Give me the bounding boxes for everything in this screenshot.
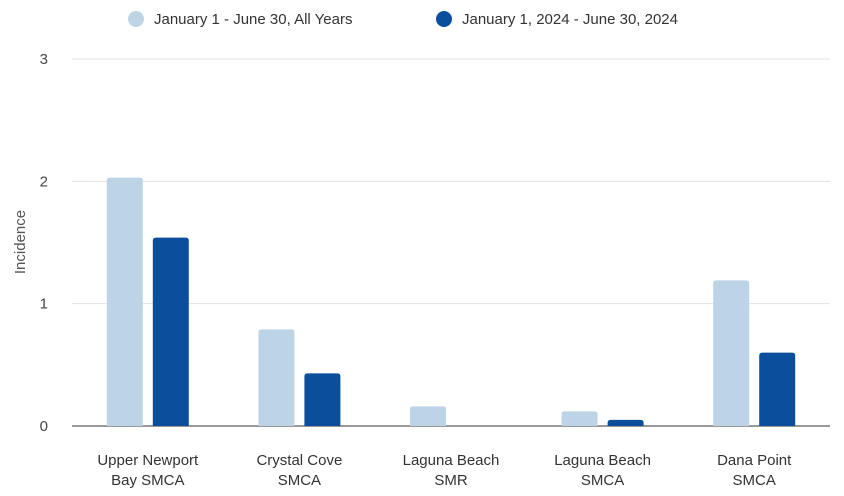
legend-swatch (128, 11, 144, 27)
legend-label[interactable]: January 1, 2024 - June 30, 2024 (462, 11, 678, 28)
x-category-label: SMCA (278, 472, 321, 489)
y-tick-label: 3 (40, 51, 48, 68)
x-category-label: SMCA (581, 472, 624, 489)
bar-all-years-3[interactable] (561, 411, 598, 426)
x-category-label: Upper Newport (97, 452, 199, 469)
x-axis-labels: Upper Newport Bay SMCA Crystal Cove SMCA Lag… (97, 452, 792, 489)
bar-all-years-1[interactable] (258, 329, 295, 426)
x-category-label: Crystal Cove (256, 452, 342, 469)
legend-label[interactable]: January 1 - June 30, All Years (154, 11, 352, 28)
y-tick-label: 2 (40, 173, 48, 190)
bar-all-years-0[interactable] (106, 177, 143, 426)
y-axis-ticks: 0 1 2 3 (40, 51, 48, 435)
bar-2024-4[interactable] (759, 352, 796, 426)
legend: January 1 - June 30, All Years January 1,… (128, 11, 678, 28)
x-category-label: SMCA (733, 472, 776, 489)
gridlines (72, 58, 830, 427)
x-category-label: Bay SMCA (111, 472, 184, 489)
x-category-label: Dana Point (717, 452, 792, 469)
bar-all-years-2[interactable] (410, 406, 446, 426)
bar-all-years-4[interactable] (713, 280, 750, 426)
legend-swatch (436, 11, 452, 27)
bars (106, 177, 796, 426)
bar-2024-3[interactable] (607, 419, 644, 426)
y-tick-label: 0 (40, 418, 48, 435)
y-tick-label: 1 (40, 296, 48, 313)
bar-2024-0[interactable] (152, 237, 189, 426)
y-axis-title: Incidence (12, 210, 29, 274)
x-category-label: SMR (434, 472, 468, 489)
x-category-label: Laguna Beach (554, 452, 651, 469)
bar-2024-1[interactable] (304, 373, 341, 426)
x-category-label: Laguna Beach (403, 452, 500, 469)
